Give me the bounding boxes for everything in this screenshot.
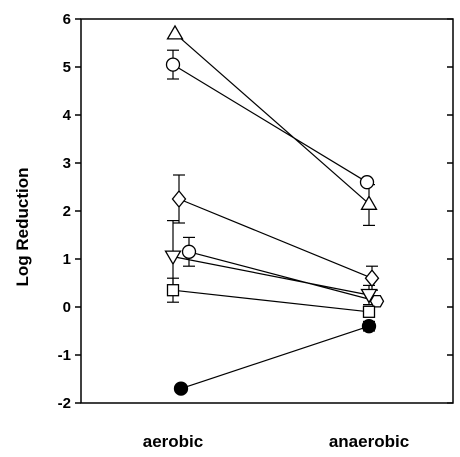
y-tick-label: 2: [63, 203, 71, 220]
series-lines: [172, 32, 378, 390]
x-tick-label: aerobic: [143, 432, 203, 451]
plot-frame: [80, 18, 454, 404]
series-line: [172, 256, 370, 296]
data-point-circle: [181, 244, 197, 259]
series-line: [188, 251, 378, 302]
axes: [80, 18, 454, 404]
data-point-diamond: [364, 269, 380, 288]
data-point-diamond: [171, 189, 187, 209]
series-line: [172, 64, 368, 183]
error-bars: [167, 49, 378, 332]
data-point-square: [362, 305, 376, 318]
y-tick-label: 0: [63, 299, 71, 316]
data-point-triangle-up: [360, 194, 378, 210]
y-tick-label: 4: [63, 107, 72, 124]
series-line: [180, 325, 370, 390]
data-point-circle: [165, 57, 181, 72]
data-point-circle: [361, 319, 377, 334]
data-point-triangle-down: [164, 250, 182, 266]
series-markers: [164, 24, 385, 396]
y-axis-title: Log Reduction: [13, 168, 32, 287]
series-line: [178, 198, 373, 279]
series-line: [172, 289, 370, 313]
data-point-triangle-down: [360, 288, 378, 304]
y-tick-label: -1: [58, 347, 71, 364]
series-line: [174, 32, 370, 205]
y-tick-label: 1: [63, 251, 71, 268]
data-point-circle: [173, 381, 189, 396]
y-tick-label: 6: [63, 11, 71, 28]
y-tick-label: 5: [63, 59, 71, 76]
y-axis-ticks: -2 -1 0 1 2 3 4 5 6: [58, 11, 453, 412]
data-point-triangle-up: [166, 24, 184, 40]
data-point-circle: [359, 175, 375, 190]
x-tick-label: anaerobic: [329, 432, 409, 451]
y-tick-label: 3: [63, 155, 71, 172]
x-axis-ticks: aerobic anaerobic: [143, 432, 409, 451]
y-tick-label: -2: [58, 395, 71, 412]
data-point-square: [166, 284, 180, 297]
